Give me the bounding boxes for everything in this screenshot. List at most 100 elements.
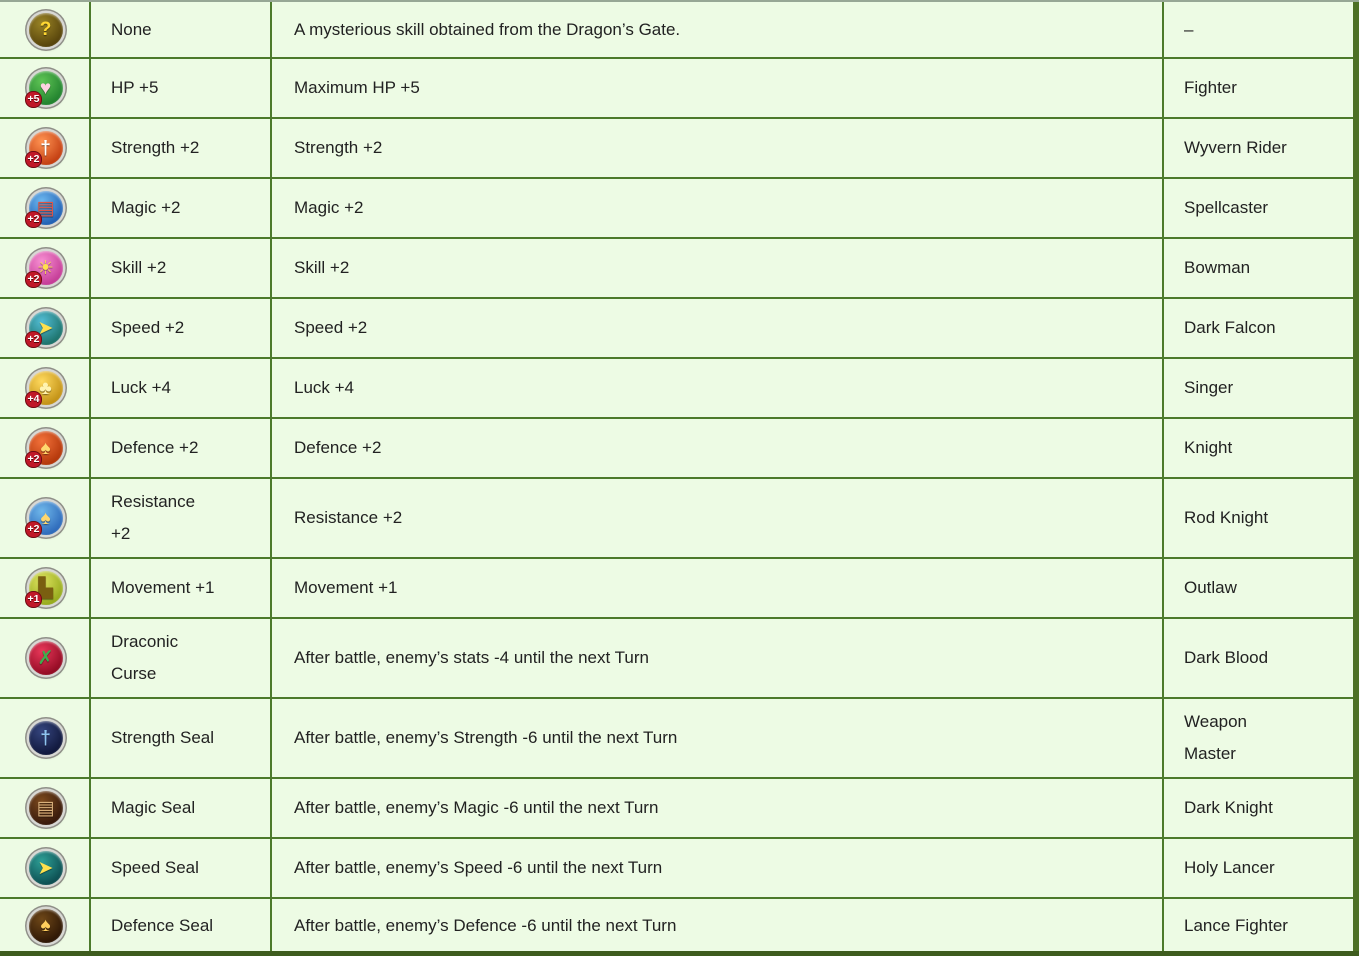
skill-name: Magic Seal	[89, 777, 272, 839]
skill-icon-glyph: ♣	[39, 377, 52, 399]
skill-icon-glyph: ♠	[40, 915, 51, 936]
skill-name: Speed +2	[89, 297, 272, 359]
skill-icon-badge: +4	[24, 391, 43, 408]
skill-description: Strength +2	[270, 117, 1164, 179]
skill-description: Maximum HP +5	[270, 57, 1164, 119]
skill-row: ▙ +1 Movement +1 Movement +1 Outlaw	[0, 557, 1354, 619]
skill-icon-badge: +5	[24, 91, 43, 108]
skill-name: Strength Seal	[89, 697, 272, 779]
skill-icon-cell: ▤ +2	[0, 177, 91, 239]
skill-icon-cell: † +2	[0, 117, 91, 179]
skill-name: Draconic Curse	[89, 617, 272, 699]
skill-class: Spellcaster	[1162, 177, 1354, 239]
skill-class: Lance Fighter	[1162, 897, 1354, 952]
skill-icon-glyph: ♥	[39, 77, 52, 99]
skill-icon-cell: ▤	[0, 777, 91, 839]
skill-row: ♠ +2 Resistance +2 Resistance +2 Rod Kni…	[0, 477, 1354, 559]
skill-icon-glyph: ▤	[36, 797, 55, 819]
skill-icon-cell: ♥ +5	[0, 57, 91, 119]
skill-icon-glyph: †	[40, 727, 51, 749]
skill-row: ▤ +2 Magic +2 Magic +2 Spellcaster	[0, 177, 1354, 239]
skill-name: Defence Seal	[89, 897, 272, 952]
unknown-skill-icon: ?	[28, 12, 63, 47]
skill-class: Dark Knight	[1162, 777, 1354, 839]
skill-icon-cell: ♠	[0, 897, 91, 952]
skill-icon-cell: ♣ +4	[0, 357, 91, 419]
skill-class: Weapon Master	[1162, 697, 1354, 779]
skill-icon-glyph: ?	[39, 19, 52, 40]
magic-seal-icon: ▤	[28, 791, 63, 825]
skill-icon-glyph: ☀	[36, 257, 55, 279]
skill-icon-cell: ♠ +2	[0, 417, 91, 479]
skill-description: Movement +1	[270, 557, 1164, 619]
skill-icon-badge: +2	[24, 331, 43, 348]
skill-icon-cell: ♠ +2	[0, 477, 91, 559]
hp-plus-5-icon: ♥ +5	[24, 71, 63, 108]
skill-description: A mysterious skill obtained from the Dra…	[270, 2, 1164, 59]
skill-icon-cell: ?	[0, 2, 91, 59]
skill-name: Strength +2	[89, 117, 272, 179]
magic-plus-2-icon: ▤ +2	[24, 191, 63, 228]
skill-description: After battle, enemy’s Magic -6 until the…	[270, 777, 1164, 839]
skill-icon-badge: +2	[24, 451, 43, 468]
window-right-edge	[1353, 2, 1359, 956]
skill-name: Defence +2	[89, 417, 272, 479]
skill-class: Bowman	[1162, 237, 1354, 299]
skill-icon-badge: +2	[24, 211, 43, 228]
skill-class: Dark Blood	[1162, 617, 1354, 699]
skill-icon-glyph: ✗	[37, 647, 54, 669]
skill-class: Holy Lancer	[1162, 837, 1354, 899]
skill-icon-cell: ➤	[0, 837, 91, 899]
draconic-curse-icon: ✗	[28, 641, 63, 675]
skill-icon-glyph: ♠	[40, 437, 51, 459]
skill-row: ➤ Speed Seal After battle, enemy’s Speed…	[0, 837, 1354, 899]
skill-row: ▤ Magic Seal After battle, enemy’s Magic…	[0, 777, 1354, 839]
skill-icon-cell: ▙ +1	[0, 557, 91, 619]
skill-row: ♠ Defence Seal After battle, enemy’s Def…	[0, 897, 1354, 952]
skill-description: Speed +2	[270, 297, 1164, 359]
strength-seal-icon: †	[28, 721, 63, 755]
skill-row: ♣ +4 Luck +4 Luck +4 Singer	[0, 357, 1354, 419]
window-bottom-edge	[0, 951, 1359, 956]
skill-icon-cell: ☀ +2	[0, 237, 91, 299]
skill-icon-glyph: ▤	[36, 197, 55, 219]
skill-class: Knight	[1162, 417, 1354, 479]
skill-name: Speed Seal	[89, 837, 272, 899]
skill-description: After battle, enemy’s Speed -6 until the…	[270, 837, 1164, 899]
skill-icon-cell: ✗	[0, 617, 91, 699]
skill-icon-badge: +1	[24, 591, 43, 608]
skill-row: ♥ +5 HP +5 Maximum HP +5 Fighter	[0, 57, 1354, 119]
skill-name: Luck +4	[89, 357, 272, 419]
skill-description: Luck +4	[270, 357, 1164, 419]
skill-icon-badge: +2	[24, 151, 43, 168]
skill-row: ? None A mysterious skill obtained from …	[0, 2, 1354, 59]
strength-plus-2-icon: † +2	[24, 131, 63, 168]
skill-icon-glyph: ▙	[38, 577, 53, 599]
skill-description: Skill +2	[270, 237, 1164, 299]
skill-name: Skill +2	[89, 237, 272, 299]
skill-name: Magic +2	[89, 177, 272, 239]
skill-description: Magic +2	[270, 177, 1164, 239]
skill-description: After battle, enemy’s Strength -6 until …	[270, 697, 1164, 779]
skill-class: Rod Knight	[1162, 477, 1354, 559]
skill-row: ➤ +2 Speed +2 Speed +2 Dark Falcon	[0, 297, 1354, 359]
skill-row: ✗ Draconic Curse After battle, enemy’s s…	[0, 617, 1354, 699]
skill-class: Fighter	[1162, 57, 1354, 119]
movement-plus-1-icon: ▙ +1	[24, 571, 63, 608]
skill-row: † +2 Strength +2 Strength +2 Wyvern Ride…	[0, 117, 1354, 179]
speed-plus-2-icon: ➤ +2	[24, 311, 63, 348]
skill-icon-badge: +2	[24, 521, 43, 538]
skill-description: Defence +2	[270, 417, 1164, 479]
skill-name: HP +5	[89, 57, 272, 119]
skill-icon-glyph: †	[40, 137, 51, 159]
skill-icon-badge: +2	[24, 271, 43, 288]
skill-description: After battle, enemy’s stats -4 until the…	[270, 617, 1164, 699]
skill-icon-glyph: ♠	[40, 507, 51, 529]
defence-plus-2-icon: ♠ +2	[24, 431, 63, 468]
skill-class: Singer	[1162, 357, 1354, 419]
skill-description: After battle, enemy’s Defence -6 until t…	[270, 897, 1164, 952]
skill-row: † Strength Seal After battle, enemy’s St…	[0, 697, 1354, 779]
